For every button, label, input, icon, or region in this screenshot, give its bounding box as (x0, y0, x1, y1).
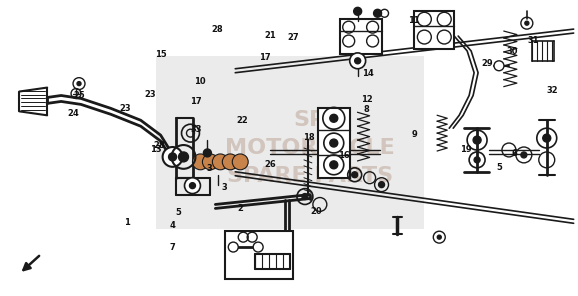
Text: 14: 14 (362, 69, 375, 78)
Circle shape (77, 82, 81, 86)
Text: 9: 9 (412, 130, 417, 139)
Text: 32: 32 (547, 86, 558, 95)
Text: 11: 11 (409, 16, 420, 25)
Circle shape (494, 61, 504, 71)
Circle shape (253, 242, 263, 252)
Circle shape (366, 35, 379, 47)
Circle shape (190, 183, 195, 189)
Circle shape (525, 21, 529, 25)
Bar (414, 11, 454, 49)
Text: 33: 33 (190, 125, 202, 134)
Text: 18: 18 (303, 133, 315, 142)
Circle shape (351, 172, 358, 178)
Circle shape (438, 235, 441, 239)
Text: 17: 17 (259, 53, 271, 62)
Circle shape (350, 53, 366, 69)
Circle shape (474, 157, 480, 163)
Text: 21: 21 (265, 30, 276, 40)
Text: 3: 3 (222, 183, 228, 192)
Text: 31: 31 (528, 36, 539, 45)
Circle shape (379, 182, 384, 188)
Text: 4: 4 (170, 221, 176, 230)
Text: 12: 12 (361, 95, 373, 104)
Text: 10: 10 (194, 77, 206, 86)
Circle shape (232, 154, 248, 170)
Circle shape (162, 147, 183, 167)
Text: 22: 22 (236, 116, 248, 125)
Text: 6: 6 (512, 149, 517, 158)
Circle shape (473, 136, 481, 144)
Circle shape (203, 149, 212, 157)
Circle shape (438, 30, 451, 44)
Bar (340, 19, 381, 54)
Text: 25: 25 (73, 91, 85, 100)
Text: 27: 27 (288, 33, 299, 42)
Text: 3: 3 (207, 164, 213, 173)
Circle shape (373, 9, 381, 17)
Bar (155, 56, 424, 229)
Text: 15: 15 (155, 50, 167, 59)
Circle shape (330, 139, 338, 147)
Text: 23: 23 (144, 90, 155, 99)
Text: SP
MOTORCYCLE
SPARE PARTS: SP MOTORCYCLE SPARE PARTS (225, 110, 395, 186)
Text: 24: 24 (68, 109, 79, 118)
Text: 5: 5 (176, 208, 181, 217)
Text: 30: 30 (506, 47, 518, 56)
Text: 28: 28 (212, 25, 223, 34)
Bar (318, 108, 350, 178)
Text: 13: 13 (150, 145, 161, 154)
Circle shape (343, 35, 355, 47)
Bar (225, 231, 293, 279)
Text: 16: 16 (338, 151, 350, 160)
Text: 1: 1 (124, 218, 129, 227)
Circle shape (521, 152, 527, 158)
Circle shape (202, 154, 218, 170)
Text: 8: 8 (364, 105, 369, 114)
Text: 2: 2 (237, 204, 243, 213)
Circle shape (355, 58, 361, 64)
Circle shape (169, 153, 176, 161)
Text: 7: 7 (170, 243, 176, 252)
Circle shape (417, 30, 431, 44)
Circle shape (212, 154, 228, 170)
Circle shape (179, 152, 188, 162)
Circle shape (330, 114, 338, 122)
Circle shape (543, 134, 551, 142)
Text: 19: 19 (460, 145, 472, 154)
Text: 28: 28 (154, 141, 165, 150)
Text: 5: 5 (496, 163, 502, 172)
Circle shape (302, 194, 308, 200)
Circle shape (184, 178, 201, 194)
Text: 20: 20 (311, 207, 323, 215)
Text: 23: 23 (119, 104, 131, 113)
Text: 29: 29 (481, 59, 493, 68)
Text: 26: 26 (265, 160, 276, 169)
Circle shape (354, 7, 362, 15)
Circle shape (223, 154, 238, 170)
Circle shape (330, 161, 338, 169)
Circle shape (228, 242, 238, 252)
Text: 17: 17 (190, 97, 202, 106)
Circle shape (192, 154, 209, 170)
